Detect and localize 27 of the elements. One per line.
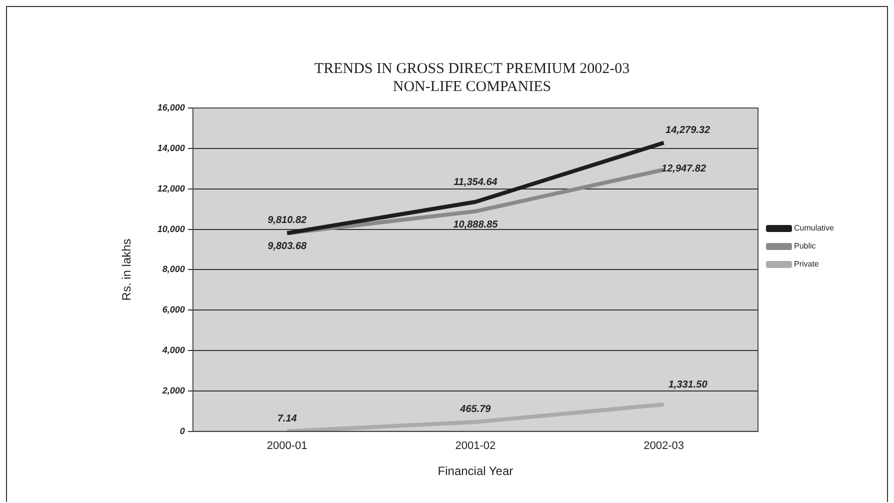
data-label: 11,354.64: [454, 176, 498, 188]
y-tick-label: 6,000: [162, 304, 185, 315]
y-axis-title: Rs. in lakhs: [120, 238, 134, 301]
x-tick-label: 2002-03: [644, 440, 684, 452]
x-tick-label: 2001-02: [455, 440, 496, 452]
chart-title: TRENDS IN GROSS DIRECT PREMIUM 2002-03 NON-LIFE COMPANIES: [314, 60, 630, 95]
y-tick-label: 2,000: [161, 385, 185, 396]
data-label: 1,331.50: [668, 379, 708, 390]
data-label: 10,888.85: [453, 219, 498, 230]
data-label: 12,947.82: [662, 164, 706, 175]
data-label: 9,803.68: [268, 241, 307, 252]
y-tick-label: 12,000: [157, 183, 185, 194]
legend-label: Cumulative: [794, 224, 835, 233]
legend-label: Private: [794, 260, 820, 269]
data-label: 14,279.32: [666, 124, 710, 136]
data-label: 7.14: [277, 413, 298, 424]
data-label: 9,810.82: [268, 215, 307, 226]
data-label: 465.79: [459, 404, 492, 415]
legend-label: Public: [794, 242, 816, 251]
y-tick-label: 16,000: [157, 102, 185, 112]
y-tick-label: 4,000: [161, 345, 185, 356]
y-tick-label: 10,000: [157, 224, 185, 234]
y-tick-label: 8,000: [162, 264, 185, 274]
x-axis-title: Financial Year: [438, 464, 514, 478]
y-tick-label: 0: [180, 426, 185, 436]
y-tick-label: 14,000: [157, 142, 185, 153]
x-tick-label: 2000-01: [266, 440, 308, 452]
